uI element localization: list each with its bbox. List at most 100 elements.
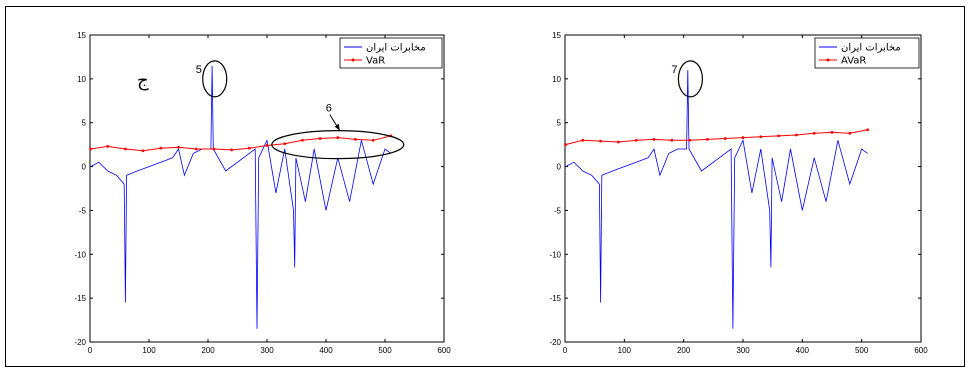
y-tick-label: 0 xyxy=(82,163,87,172)
series-point xyxy=(830,130,834,134)
y-tick-label: -20 xyxy=(74,338,86,347)
legend-right: مخابرات ایران AVaR xyxy=(814,37,920,69)
x-tick-label: 200 xyxy=(677,346,691,355)
series-point xyxy=(741,136,745,140)
series-point xyxy=(617,140,620,144)
x-tick-label: 400 xyxy=(319,346,333,355)
series-point xyxy=(336,136,340,140)
series-point xyxy=(106,144,110,148)
annotation-label: 6 xyxy=(326,103,332,115)
series-line-0 xyxy=(565,70,868,329)
series-group-right xyxy=(564,70,869,329)
series-point xyxy=(159,146,163,150)
outer-border xyxy=(5,6,965,367)
series-point xyxy=(670,138,674,142)
plot-area-right xyxy=(564,34,922,343)
highlight-ellipse xyxy=(202,60,228,98)
x-tick-label: 100 xyxy=(618,346,632,355)
y-axis-right: 15 10 5 0 -5 -10 -15 -20 xyxy=(549,31,921,347)
chart-panel-left: 0 100 200 300 400 500 600 15 10 5 0 -5 -10 -15 -20 مخ… xyxy=(74,31,451,355)
legend-marker xyxy=(351,58,355,62)
annotation-arrowhead xyxy=(334,123,340,131)
y-tick-label: 10 xyxy=(77,75,86,84)
legend-label: AVaR xyxy=(841,56,866,67)
series-point xyxy=(706,137,709,141)
series-point xyxy=(777,134,780,138)
legend-marker xyxy=(826,58,830,62)
series-line-1 xyxy=(90,135,392,152)
y-tick-label: -5 xyxy=(79,206,87,215)
series-point xyxy=(688,138,691,142)
y-tick-label: -15 xyxy=(74,294,86,303)
x-tick-label: 0 xyxy=(88,346,93,355)
y-tick-label: -15 xyxy=(549,294,561,303)
x-tick-label: 500 xyxy=(855,346,869,355)
panel-letter: ج xyxy=(137,70,149,91)
y-tick-label: 15 xyxy=(552,31,561,40)
series-point xyxy=(581,138,585,142)
series-point xyxy=(564,143,567,147)
series-point xyxy=(177,145,180,149)
y-tick-label: 0 xyxy=(557,163,562,172)
x-tick-label: 500 xyxy=(378,346,392,355)
series-line-1 xyxy=(565,129,868,146)
chart-panel-right: 0 100 200 300 400 500 600 15 10 5 0 -5 -10 -15 -20 مخ… xyxy=(549,31,928,355)
series-point xyxy=(318,137,322,140)
series-point xyxy=(301,138,304,142)
x-axis-left: 0 100 200 300 400 500 600 xyxy=(88,35,451,355)
series-point xyxy=(599,139,602,143)
y-tick-label: -10 xyxy=(549,250,561,259)
series-point xyxy=(759,135,763,139)
series-point xyxy=(194,147,198,151)
annotation-label: 5 xyxy=(196,64,202,76)
annotation-label: 7 xyxy=(671,64,677,76)
annotations-left: 56 xyxy=(196,60,405,160)
legend-box xyxy=(339,37,443,69)
x-tick-label: 600 xyxy=(914,346,928,355)
legend-left: مخابرات ایران VaR xyxy=(339,37,443,69)
series-point xyxy=(723,137,727,140)
x-tick-label: 300 xyxy=(260,346,274,355)
series-point xyxy=(265,144,269,147)
highlight-ellipse xyxy=(677,60,704,98)
series-point xyxy=(866,128,869,132)
y-tick-label: 5 xyxy=(557,119,562,128)
y-tick-label: 10 xyxy=(552,75,561,84)
x-tick-label: 100 xyxy=(142,346,156,355)
x-axis-right: 0 100 200 300 400 500 600 xyxy=(563,35,928,355)
y-tick-label: -20 xyxy=(549,338,561,347)
x-tick-label: 600 xyxy=(437,346,451,355)
legend-box xyxy=(814,37,920,69)
series-point xyxy=(812,131,816,135)
x-tick-label: 0 xyxy=(563,346,568,355)
legend-label: مخابرات ایران xyxy=(841,43,901,54)
x-tick-label: 400 xyxy=(796,346,810,355)
series-point xyxy=(652,137,656,141)
y-tick-label: 5 xyxy=(82,119,87,128)
series-point xyxy=(230,148,234,152)
series-point xyxy=(371,138,375,142)
y-tick-label: -5 xyxy=(554,206,562,215)
series-group-left xyxy=(89,65,393,329)
y-tick-label: -10 xyxy=(74,250,86,259)
y-axis-left: 15 10 5 0 -5 -10 -15 -20 xyxy=(74,31,444,347)
series-point xyxy=(354,137,357,141)
legend-label: مخابرات ایران xyxy=(366,43,426,54)
x-tick-label: 200 xyxy=(201,346,215,355)
x-tick-label: 300 xyxy=(736,346,750,355)
annotations-right: 7 xyxy=(671,60,704,98)
highlight-ellipse xyxy=(271,130,405,160)
series-point xyxy=(247,146,251,150)
y-tick-label: 15 xyxy=(77,31,86,40)
series-point xyxy=(141,149,145,153)
series-point xyxy=(283,142,287,146)
series-point xyxy=(634,138,638,142)
series-line-0 xyxy=(90,65,392,329)
series-point xyxy=(212,147,216,151)
series-point xyxy=(89,147,92,151)
legend-label: VaR xyxy=(366,56,385,67)
series-point xyxy=(124,147,127,151)
series-point xyxy=(848,131,852,135)
series-point xyxy=(795,133,798,137)
